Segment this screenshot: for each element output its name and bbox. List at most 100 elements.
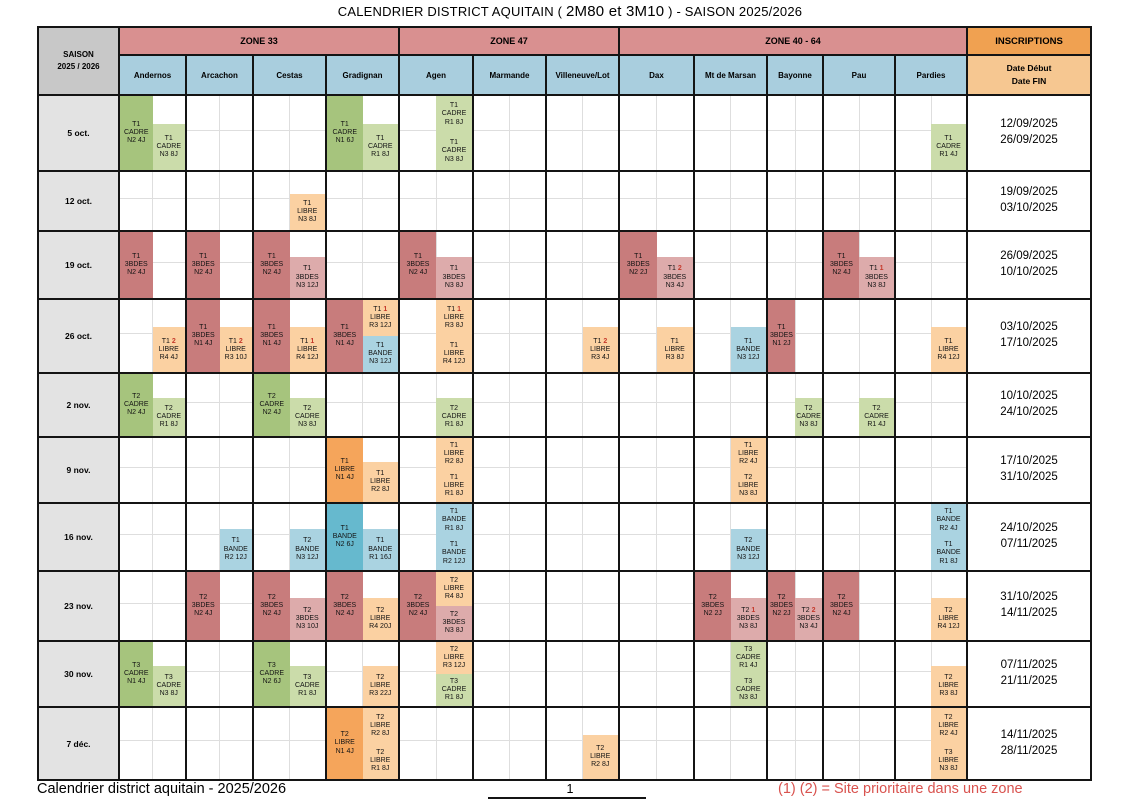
calendar-cell-pardies [896,374,968,438]
event-type: CADRE [123,400,149,408]
event-tour: T2 [303,537,312,545]
calendar-cell-cestas: T1 3BDES N2 4J T1 3BDES N3 12J [254,232,327,300]
event-block: T1 LIBRE R2 8J [362,462,398,502]
cell-slot-right [657,374,694,436]
event-detail: N1 4J [127,678,146,686]
event-type: LIBRE [370,682,391,690]
event-block: T1 CADRE N3 8J [436,133,472,170]
cell-slot-left [474,96,510,170]
event-block: T2 CADRE R1 8J [436,397,472,436]
cell-slot-left [474,232,510,298]
calendar-cell-bayonne [768,438,824,504]
title-pre: CALENDRIER DISTRICT AQUITAIN ( [337,4,566,19]
event-block: T1 BANDE R1 8J [931,537,966,570]
cell-slot-left: T2 3BDES N2 4J [187,572,220,640]
date-start: 03/10/2025 [1000,321,1058,334]
event-type: 3BDES [295,273,319,281]
venue-header-agen: Agen [400,56,474,96]
event-block: T1 LIBRE R1 8J [436,470,472,502]
event-block: T1 3BDES N2 4J [187,232,220,298]
event-block: T2 LIBRE R2 8J [362,708,398,744]
cell-slot-right: T2 CADRE R1 8J [436,374,472,436]
cell-slot-right: T1 BANDE R1 16J [362,504,398,570]
calendar-cell-andernos [120,708,187,781]
cell-slot-right [510,374,546,436]
cell-slot-left [896,504,931,570]
event-type: LIBRE [443,349,465,357]
event-detail: N3 12J [296,553,319,561]
cell-slot-left [120,504,153,570]
event-type: LIBRE [225,345,246,353]
cell-slot-right: T3 CADRE R1 4J T3 CADRE N3 8J [730,642,766,706]
calendar-cell-agen [400,172,474,232]
event-tour: T2 [708,593,717,601]
date-start: 07/11/2025 [1000,659,1058,672]
event-tour: T3 [303,674,312,682]
event-type: LIBRE [443,653,465,661]
cell-slot-right [290,708,326,779]
event-block: T1 1 LIBRE R3 8J [436,300,472,336]
calendar-cell-agen: T1 LIBRE R2 8J T1 LIBRE R1 8J [400,438,474,504]
cell-slot-left: T2 CADRE N2 4J [254,374,290,436]
event-type: LIBRE [443,449,465,457]
event-tour: T1 1 [869,265,884,273]
cell-slot-right [510,232,546,298]
week-label: 9 nov. [66,465,91,475]
calendar-cell-dax [620,96,695,172]
event-block: T1 3BDES N2 4J [824,232,859,298]
event-detail: N1 4J [335,747,354,755]
cell-slot-right [220,374,253,436]
calendar-cell-pardies [896,438,968,504]
event-tour: T1 [303,199,312,207]
event-type: 3BDES [701,601,725,609]
calendar-cell-cestas: T2 3BDES N2 4J T2 3BDES N3 10J [254,572,327,642]
event-detail: N2 4J [127,137,146,145]
event-detail: N3 8J [939,765,958,773]
cell-slot-left [254,708,290,779]
event-type: BANDE [441,516,467,524]
cell-slot-right: T1 3BDES N3 8J [436,232,472,298]
event-block: T1 BANDE R2 12J [436,537,472,570]
event-detail: N3 4J [799,622,818,630]
cell-slot-left [768,708,795,779]
event-detail: R2 4J [939,729,958,737]
event-tour: T2 [164,404,173,412]
cell-slot-right: T2 2 3BDES N3 4J [795,572,822,640]
week-label: 5 oct. [67,128,90,138]
calendar-cell-villeneuve-lot: T2 LIBRE R2 8J [547,708,620,781]
cell-slot-right: T1 CADRE R1 8J T1 CADRE N3 8J [436,96,472,170]
cell-slot-right: T1 2 LIBRE R3 10J [219,300,252,372]
event-detail: R1 8J [444,524,464,532]
venue-header-label: Pardies [916,70,946,80]
event-block: T3 CADRE N1 4J [120,642,153,706]
cell-slot-right [153,232,186,298]
cell-slot-left [695,642,731,706]
calendar-cell-bayonne [768,96,824,172]
calendar-cell-mt-de-marsan [695,172,768,232]
cell-slot-right: T1 BANDE R2 4J T1 BANDE R1 8J [931,504,966,570]
cell-slot-left [824,708,859,779]
cell-slot-right [510,438,546,502]
calendar-cell-pardies: T1 LIBRE R4 12J [896,300,968,374]
cell-slot-right: T2 LIBRE R4 8J T2 3BDES N3 8J [436,572,472,640]
cell-slot-right [859,172,894,230]
calendar-table: SAISON 2025 / 2026 ZONE 33 Andernos Arcachon… [37,26,1092,781]
calendar-cell-andernos [120,572,187,642]
event-block: T2 3BDES N2 2J [695,572,731,640]
cell-slot-right [436,708,472,779]
cell-slot-right [583,374,619,436]
row-label-23-nov-: 23 nov. [39,572,120,642]
calendar-cell-pardies [896,232,968,300]
cell-slot-right [583,172,619,230]
calendar-cell-arcachon: T1 BANDE R2 12J [187,504,254,572]
event-block: T2 3BDES N3 10J [289,597,325,640]
event-block: T2 LIBRE R4 20J [362,597,398,640]
event-detail: N1 4J [335,474,354,482]
event-detail: R2 12J [442,557,466,565]
inscription-dates-cell: 19/09/2025 03/10/2025 [968,172,1092,232]
event-block: T1 3BDES N2 4J [254,232,290,298]
calendar-cell-pardies: T1 CADRE R1 4J [896,96,968,172]
event-detail: N2 4J [127,409,146,417]
calendar-cell-arcachon [187,708,254,781]
calendar-cell-gradignan: T2 3BDES N2 4J T2 LIBRE R4 20J [327,572,400,642]
